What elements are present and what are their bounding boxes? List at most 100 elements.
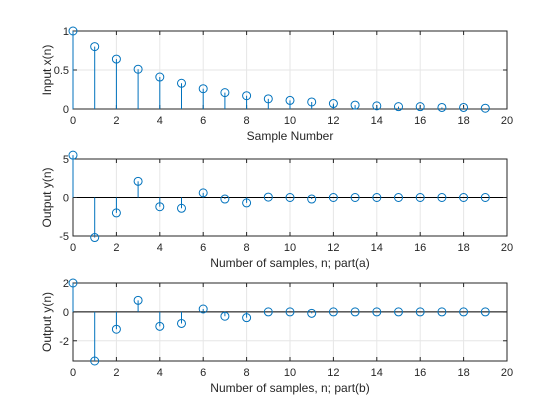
y-axis-label: Output y(n) xyxy=(40,167,54,227)
stem-marker xyxy=(459,193,469,202)
stem-marker xyxy=(437,193,447,202)
x-tick-label: 16 xyxy=(414,242,426,254)
x-tick-label: 2 xyxy=(113,242,119,254)
x-tick-label: 8 xyxy=(244,115,250,127)
x-tick-label: 0 xyxy=(70,242,76,254)
stem-marker xyxy=(372,101,382,111)
stem-marker xyxy=(90,42,100,52)
stem-marker xyxy=(220,194,230,204)
y-tick-label: 2 xyxy=(63,278,69,290)
subplot-input: 0 2 4 6 8 10 12 14 16 18 20 0 0.5 1 Sample Number Input… xyxy=(40,26,513,143)
x-tick-label: 12 xyxy=(327,242,339,254)
stem-marker xyxy=(307,194,317,204)
stem-marker xyxy=(394,307,403,317)
stem-marker xyxy=(415,193,425,202)
stem-marker xyxy=(242,91,252,101)
x-tick-label: 6 xyxy=(200,115,206,127)
stem-marker xyxy=(372,193,382,202)
stem-marker xyxy=(328,193,338,202)
x-axis-label: Number of samples, n; part(b) xyxy=(210,381,369,395)
x-axis-label: Sample Number xyxy=(247,129,334,143)
stem-marker xyxy=(133,176,143,186)
x-tick-label: 4 xyxy=(157,242,163,254)
stem-marker xyxy=(133,64,143,74)
x-tick-label: 0 xyxy=(70,367,76,379)
stem-marker xyxy=(263,307,273,317)
x-tick-label: 2 xyxy=(113,367,119,379)
x-tick-label: 10 xyxy=(284,115,296,127)
x-tick-label: 16 xyxy=(414,367,426,379)
stem-marker xyxy=(459,102,469,112)
stem-marker xyxy=(220,88,230,98)
x-tick-label: 18 xyxy=(457,367,469,379)
x-tick-label: 4 xyxy=(157,367,163,379)
stem-marker xyxy=(437,102,447,112)
x-tick-label: 8 xyxy=(244,367,250,379)
x-tick-label: 6 xyxy=(200,242,206,254)
stem-marker xyxy=(285,95,295,105)
stem-marker xyxy=(437,307,447,317)
stem-marker xyxy=(285,307,295,317)
stem-marker xyxy=(328,99,338,109)
x-tick-label: 20 xyxy=(501,242,513,254)
x-tick-label: 18 xyxy=(457,115,469,127)
stem-marker xyxy=(177,78,186,88)
stem-marker xyxy=(415,307,425,317)
stem-marker xyxy=(394,193,403,202)
y-tick-label: 0 xyxy=(63,104,69,116)
stem-marker xyxy=(198,304,208,314)
stem-marker xyxy=(394,102,403,112)
stem-marker xyxy=(328,307,338,317)
stem-marker xyxy=(307,308,317,318)
stem-marker xyxy=(350,193,360,202)
x-tick-label: 12 xyxy=(327,115,339,127)
stem-marker xyxy=(480,103,490,113)
stem-marker xyxy=(285,193,295,202)
x-tick-label: 20 xyxy=(501,367,513,379)
stem-marker xyxy=(372,307,382,317)
y-axis-label: Input x(n) xyxy=(40,45,54,96)
x-tick-label: 14 xyxy=(371,367,383,379)
x-tick-label: 12 xyxy=(327,367,339,379)
stem-marker xyxy=(198,84,208,94)
stem-marker xyxy=(155,321,165,331)
x-tick-label: 10 xyxy=(284,242,296,254)
x-tick-label: 14 xyxy=(371,115,383,127)
x-tick-label: 18 xyxy=(457,242,469,254)
stem-marker xyxy=(350,307,360,317)
stem-marker xyxy=(111,54,121,64)
stem-marker xyxy=(177,318,186,328)
stem-marker xyxy=(68,278,78,288)
stem-marker xyxy=(90,233,100,243)
stem-marker xyxy=(68,150,78,160)
stem-marker xyxy=(263,94,273,104)
stem-marker xyxy=(242,198,252,208)
x-tick-label: 4 xyxy=(157,115,163,127)
y-tick-label: 0.5 xyxy=(54,65,69,77)
stem-marker xyxy=(68,26,78,36)
stem-marker xyxy=(459,307,469,317)
stem-marker xyxy=(307,97,317,107)
y-tick-label: -2 xyxy=(59,336,69,348)
y-tick-label: -5 xyxy=(59,231,69,243)
stem-marker xyxy=(415,102,425,112)
stem-marker xyxy=(198,188,208,198)
stem-marker xyxy=(177,203,186,213)
y-tick-label: 5 xyxy=(63,154,69,166)
x-tick-label: 0 xyxy=(70,115,76,127)
stem-marker xyxy=(220,311,230,321)
stem-marker xyxy=(90,356,100,366)
x-tick-label: 2 xyxy=(113,115,119,127)
x-tick-label: 8 xyxy=(244,242,250,254)
stem-marker xyxy=(155,202,165,212)
y-tick-label: 1 xyxy=(63,26,69,38)
stem-marker xyxy=(242,313,252,323)
x-tick-label: 14 xyxy=(371,242,383,254)
stem-marker xyxy=(350,100,360,110)
x-axis-label: Number of samples, n; part(a) xyxy=(210,256,369,270)
x-tick-label: 6 xyxy=(200,367,206,379)
subplot-output-part-b: 0 2 4 6 8 10 12 14 16 18 20 -2 0 2 Number of samples, … xyxy=(40,278,513,395)
x-tick-label: 20 xyxy=(501,115,513,127)
